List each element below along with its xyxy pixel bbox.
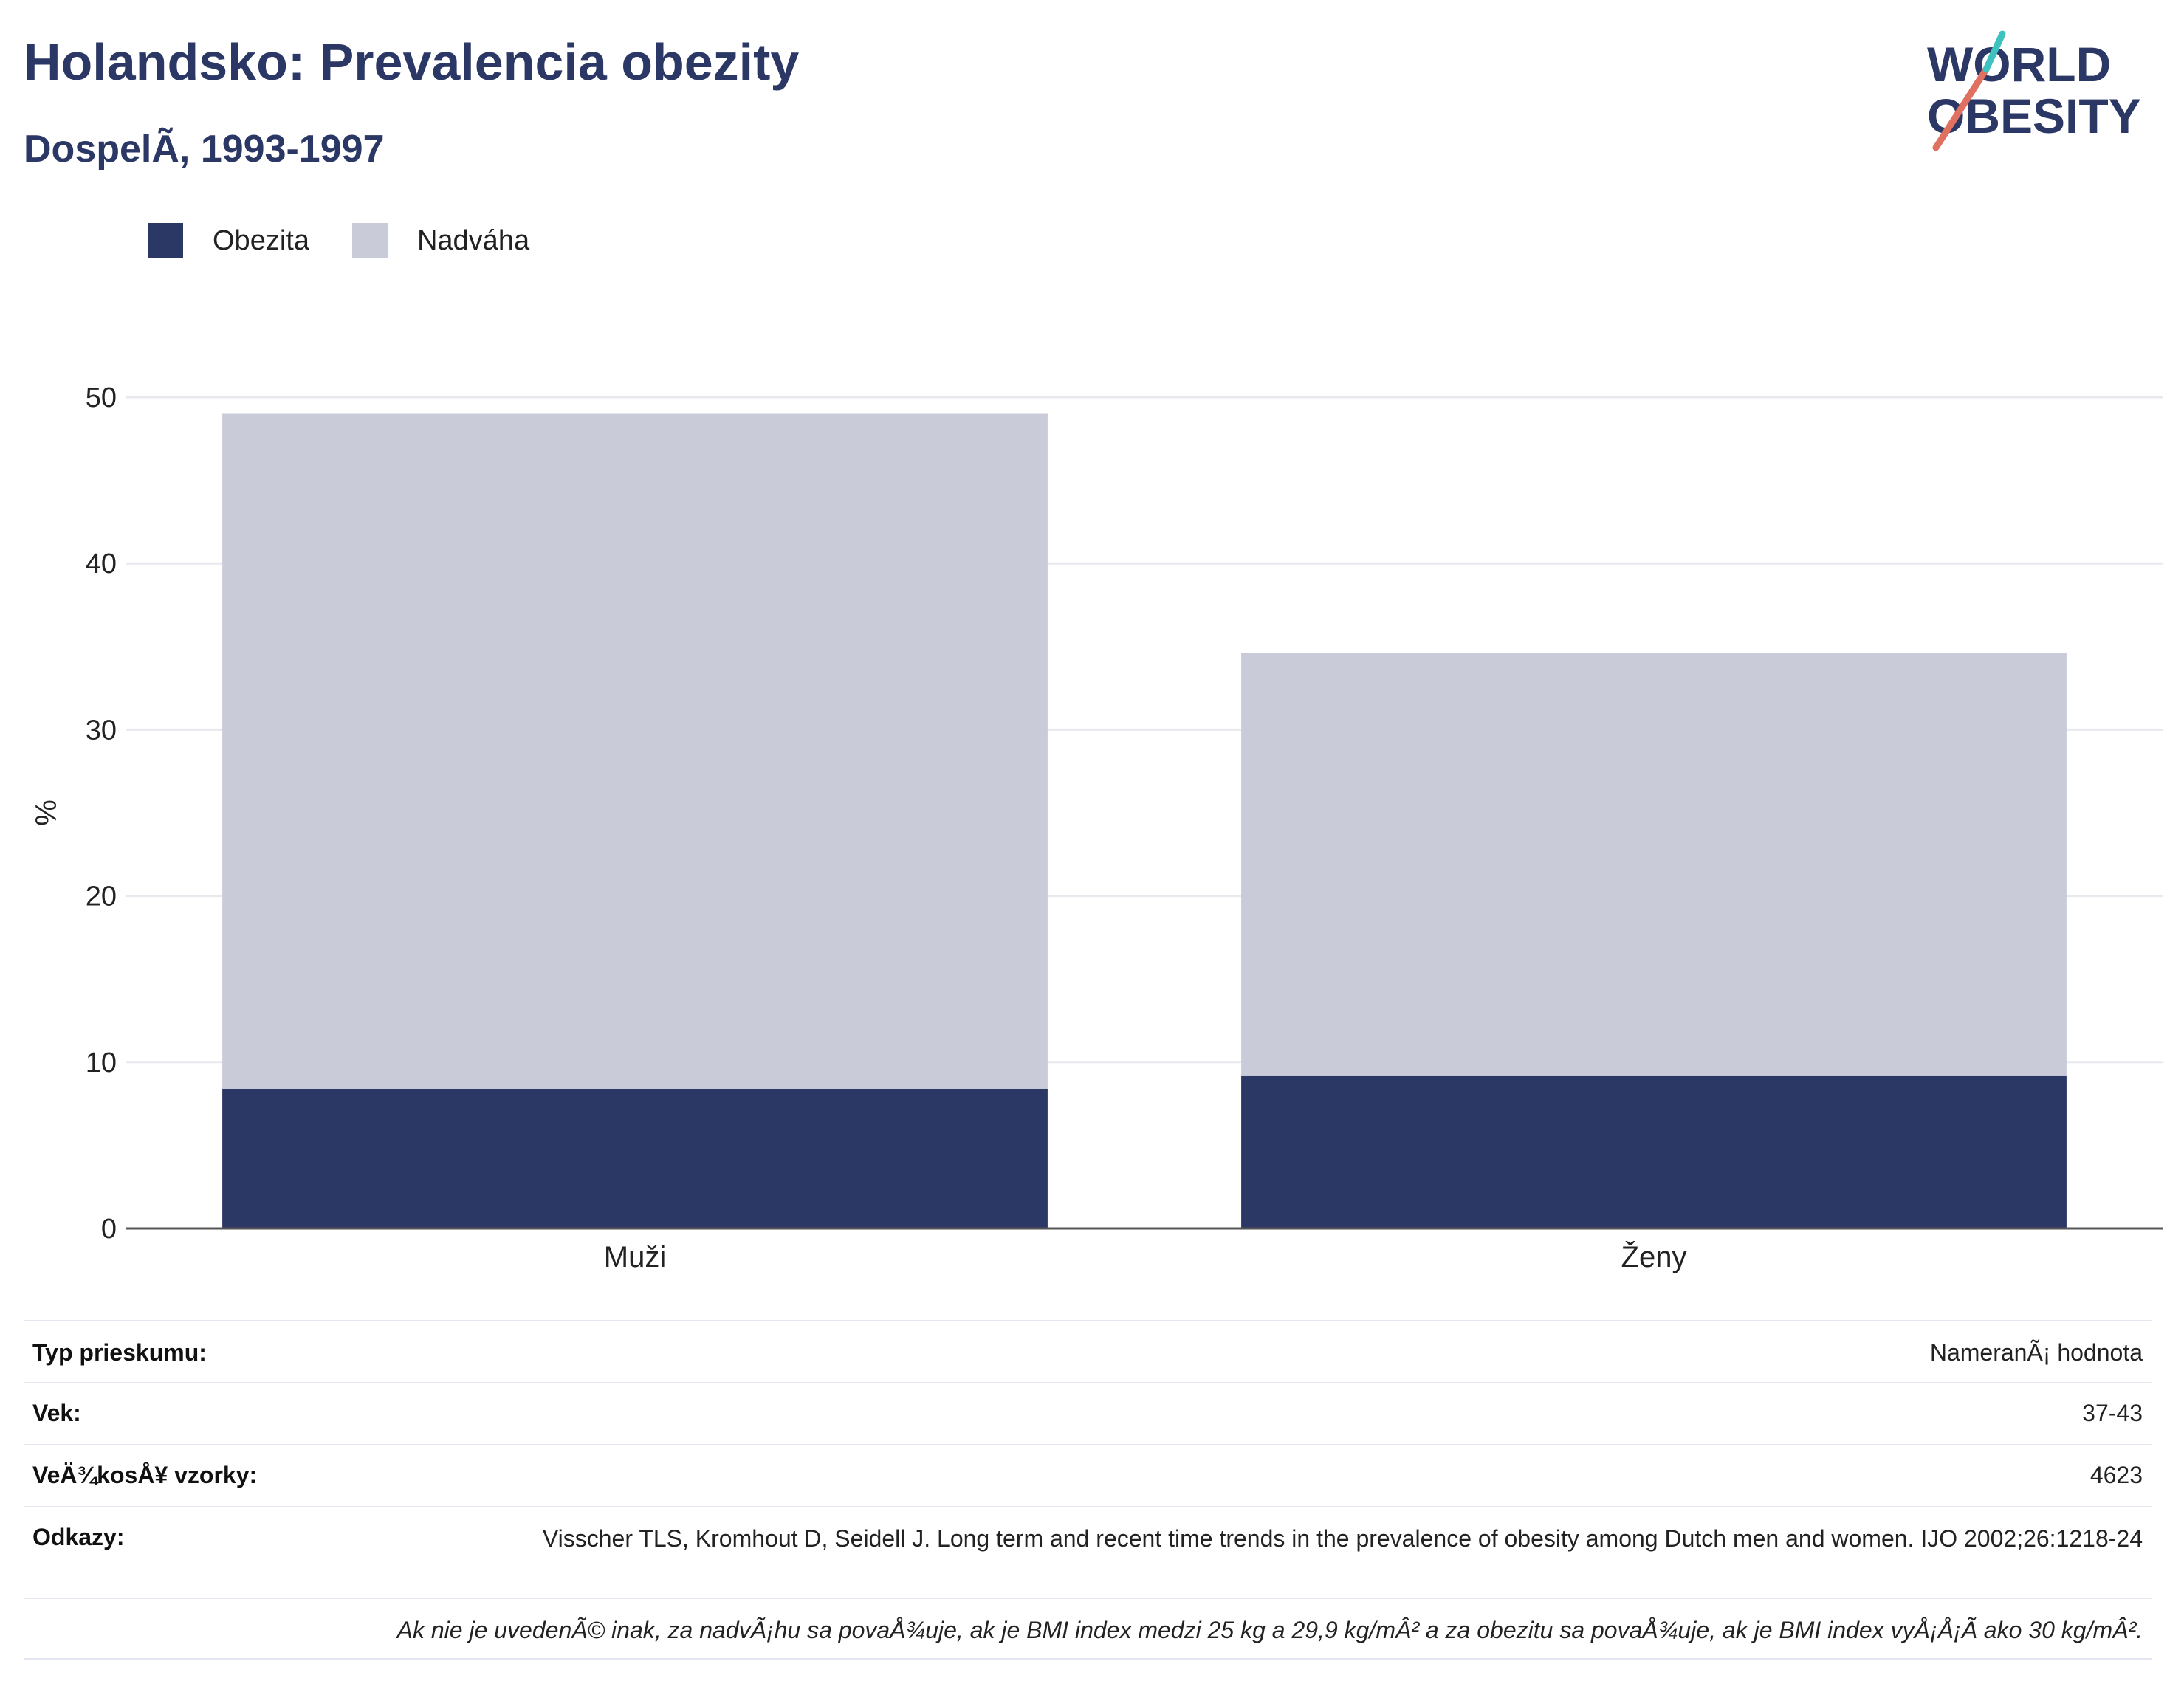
bar-obezita-1	[1241, 1075, 2067, 1228]
info-row-note: Ak nie je uvedenÃ© inak, za nadvÃ¡hu sa …	[24, 1598, 2152, 1660]
info-row-survey-type: Typ prieskumu: NameranÃ¡ hodnota	[24, 1320, 2152, 1382]
info-row-age: Vek: 37-43	[24, 1382, 2152, 1444]
logo-line1: WORLD	[1927, 37, 2111, 92]
sample-size-value: 4623	[2089, 1462, 2143, 1488]
references-label: Odkazy:	[32, 1524, 125, 1550]
survey-type-value: NameranÃ¡ hodnota	[1929, 1339, 2143, 1366]
y-tick-label: 10	[86, 1048, 117, 1079]
chart-subtitle: DospelÃ, 1993-1997	[24, 128, 385, 171]
legend-swatch-obezita	[148, 223, 183, 258]
y-tick-label: 40	[86, 549, 117, 580]
references-value: Visscher TLS, Kromhout D, Seidell J. Lon…	[542, 1525, 2143, 1552]
y-tick-label: 50	[86, 382, 117, 413]
x-tick-label: Ženy	[1621, 1240, 1687, 1273]
y-tick-label: 30	[86, 715, 117, 746]
stacked-bar-chart: 0 10 20 30 40 50 Muži Ženy%	[30, 382, 2163, 1273]
legend-label-obezita: Obezita	[213, 224, 309, 256]
bar-nadvaha-1	[1241, 653, 2067, 1076]
info-row-references: Odkazy: Visscher TLS, Kromhout D, Seidel…	[24, 1506, 2152, 1598]
bar-obezita-0	[222, 1088, 1048, 1228]
legend-item-nadvaha: Nadváha	[351, 223, 530, 258]
y-tick-label: 0	[101, 1214, 117, 1245]
y-tick-label: 20	[86, 881, 117, 912]
y-axis-title: %	[30, 800, 63, 826]
info-row-sample-size: VeÄ¾kosÅ¥ vzorky: 4623	[24, 1444, 2152, 1506]
chart-title: Holandsko: Prevalencia obezity	[24, 33, 800, 91]
sample-size-label: VeÄ¾kosÅ¥ vzorky:	[32, 1462, 258, 1488]
survey-type-label: Typ prieskumu:	[32, 1339, 207, 1366]
bmi-definition-note: Ak nie je uvedenÃ© inak, za nadvÃ¡hu sa …	[396, 1617, 2143, 1643]
survey-info-table: Typ prieskumu: NameranÃ¡ hodnota Vek: 37…	[24, 1320, 2152, 1660]
legend-swatch-nadvaha	[351, 223, 388, 258]
legend-item-obezita: Obezita	[148, 223, 309, 258]
x-tick-label: Muži	[604, 1241, 666, 1273]
legend-label-nadvaha: Nadváha	[416, 224, 530, 256]
bar-nadvaha-0	[222, 413, 1048, 1089]
age-value: 37-43	[2082, 1400, 2143, 1426]
chart-legend: Obezita Nadváha	[148, 221, 572, 260]
logo-line2: OBESITY	[1927, 89, 2141, 143]
world-obesity-logo: WORLD OBESITY	[1927, 30, 2141, 151]
age-label: Vek:	[32, 1400, 81, 1426]
